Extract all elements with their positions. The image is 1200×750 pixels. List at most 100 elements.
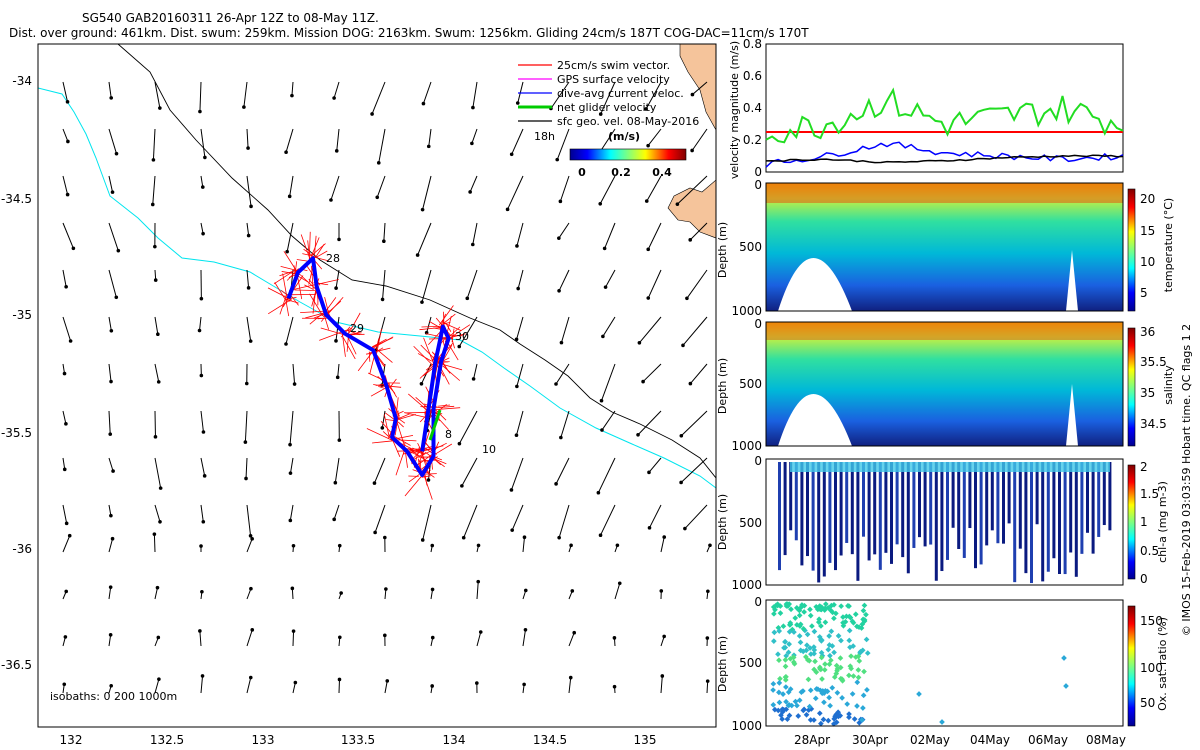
oxygen-point — [782, 644, 789, 651]
velocity-vector-head — [198, 109, 202, 114]
velocity-vector — [108, 410, 111, 435]
velocity-vector-head — [111, 469, 115, 473]
oxygen-point — [776, 657, 782, 664]
temperature-gap — [1066, 250, 1078, 311]
velocity-vector-head — [244, 476, 248, 481]
velocity-vector — [426, 410, 432, 431]
velocity-vector — [285, 316, 294, 345]
oxygen-point — [860, 705, 866, 711]
velocity-vector-head — [705, 636, 710, 640]
velocity-vector — [384, 680, 388, 694]
chla-profile — [923, 462, 927, 547]
isobath-200m — [117, 44, 716, 479]
oxygen-point — [811, 717, 817, 723]
velocity-vector-head — [690, 148, 694, 153]
time-x-tick: 04May — [970, 733, 1010, 747]
velocity-vector — [428, 128, 432, 147]
chla-profile — [974, 462, 977, 569]
map-y-tick: -35.5 — [1, 426, 32, 440]
velocity-vector — [560, 410, 570, 438]
velocity-vector — [153, 534, 156, 553]
velocity-vector-head — [108, 432, 113, 436]
chla-profile — [968, 462, 972, 529]
velocity-vector-head — [293, 680, 298, 685]
colorbar-labels: temperature (°C) salinity chl-a (mg m-3)… — [1156, 198, 1175, 711]
oxygen-point — [860, 607, 867, 614]
velocity-vector-head — [339, 591, 343, 595]
velocity-vector — [62, 504, 68, 524]
velocity-vector — [62, 175, 69, 195]
velocity-vector-head — [646, 143, 650, 148]
velocity-vector — [637, 410, 662, 436]
velocity-vector — [199, 81, 202, 112]
chla-panel — [765, 458, 1136, 586]
velocity-vector — [289, 410, 294, 445]
velocity-vector-head — [291, 543, 296, 548]
velocity-vector-head — [114, 295, 119, 300]
oxygen-point — [783, 684, 789, 690]
velocity-vector-head — [64, 521, 69, 526]
chla-profile — [811, 462, 815, 571]
chla-profile — [996, 462, 1000, 544]
velocity-vector-head — [200, 589, 204, 594]
oxygen-point — [855, 674, 862, 681]
velocity-vector-head — [457, 344, 462, 349]
oxygen-point — [801, 609, 807, 615]
velocity-vector-head — [329, 198, 333, 202]
oxygen-point — [783, 652, 790, 659]
swim-vector — [324, 296, 331, 318]
legend-label-swim: 25cm/s swim vector. — [557, 59, 670, 72]
velocity-vector-head — [284, 150, 288, 154]
velocity-vector — [466, 269, 478, 299]
glider-track — [286, 256, 451, 477]
velocity-vector — [200, 128, 206, 158]
chla-frame — [765, 458, 1124, 586]
oxygen-point — [792, 698, 799, 705]
depth-tick: 0 — [754, 178, 762, 192]
velocity-vector-head — [612, 636, 617, 640]
chla-profile — [934, 462, 938, 581]
velocity-vector-head — [426, 144, 431, 149]
velocity-vector — [426, 316, 432, 333]
velocity-vector-head — [202, 474, 207, 478]
velocity-vector-head — [152, 532, 157, 536]
swim-vector — [421, 325, 441, 328]
velocity-vector — [246, 538, 253, 553]
swim-vector — [286, 268, 299, 281]
velocity-vector-head — [110, 190, 115, 194]
map-y-tick: -34.5 — [1, 192, 32, 206]
velocity-vector-head — [153, 435, 158, 439]
swim-vector — [382, 431, 391, 439]
oxygen-point — [821, 667, 828, 673]
velocity-vector-head — [288, 442, 292, 447]
oxygen-point — [1063, 683, 1069, 689]
velocity-vector-head — [248, 339, 253, 343]
oxygen-point — [834, 689, 841, 696]
chla-profile — [985, 462, 989, 546]
chla-profile — [867, 462, 871, 561]
velocity-vector — [642, 363, 662, 382]
land-mass — [667, 44, 716, 239]
velocity-vector — [108, 457, 114, 472]
velocity-vector-head — [156, 332, 160, 337]
velocity-vector — [108, 222, 119, 251]
legend-extra: 18h — [534, 130, 555, 143]
velocity-vector-head — [383, 535, 387, 540]
velocity-vector-head — [681, 343, 685, 348]
velocity-vector — [246, 269, 250, 288]
velocity-vector-head — [522, 535, 527, 539]
oxygen-point — [1061, 655, 1067, 661]
velocity-vector-head — [644, 107, 648, 111]
velocity-vector-head — [201, 430, 206, 434]
velocity-vector-head — [522, 682, 526, 687]
oxygen-point — [788, 702, 795, 709]
velocity-vector-head — [248, 675, 253, 680]
velocity-vector-head — [151, 158, 156, 162]
velocity-vector — [152, 175, 156, 205]
salinity-frame — [765, 321, 1124, 447]
velocity-vector — [381, 410, 386, 428]
depth-tick: 0 — [754, 317, 762, 331]
geostrophic-velocity-line — [765, 154, 1124, 164]
oxygen-point — [779, 706, 786, 713]
swim-vector — [273, 269, 296, 285]
